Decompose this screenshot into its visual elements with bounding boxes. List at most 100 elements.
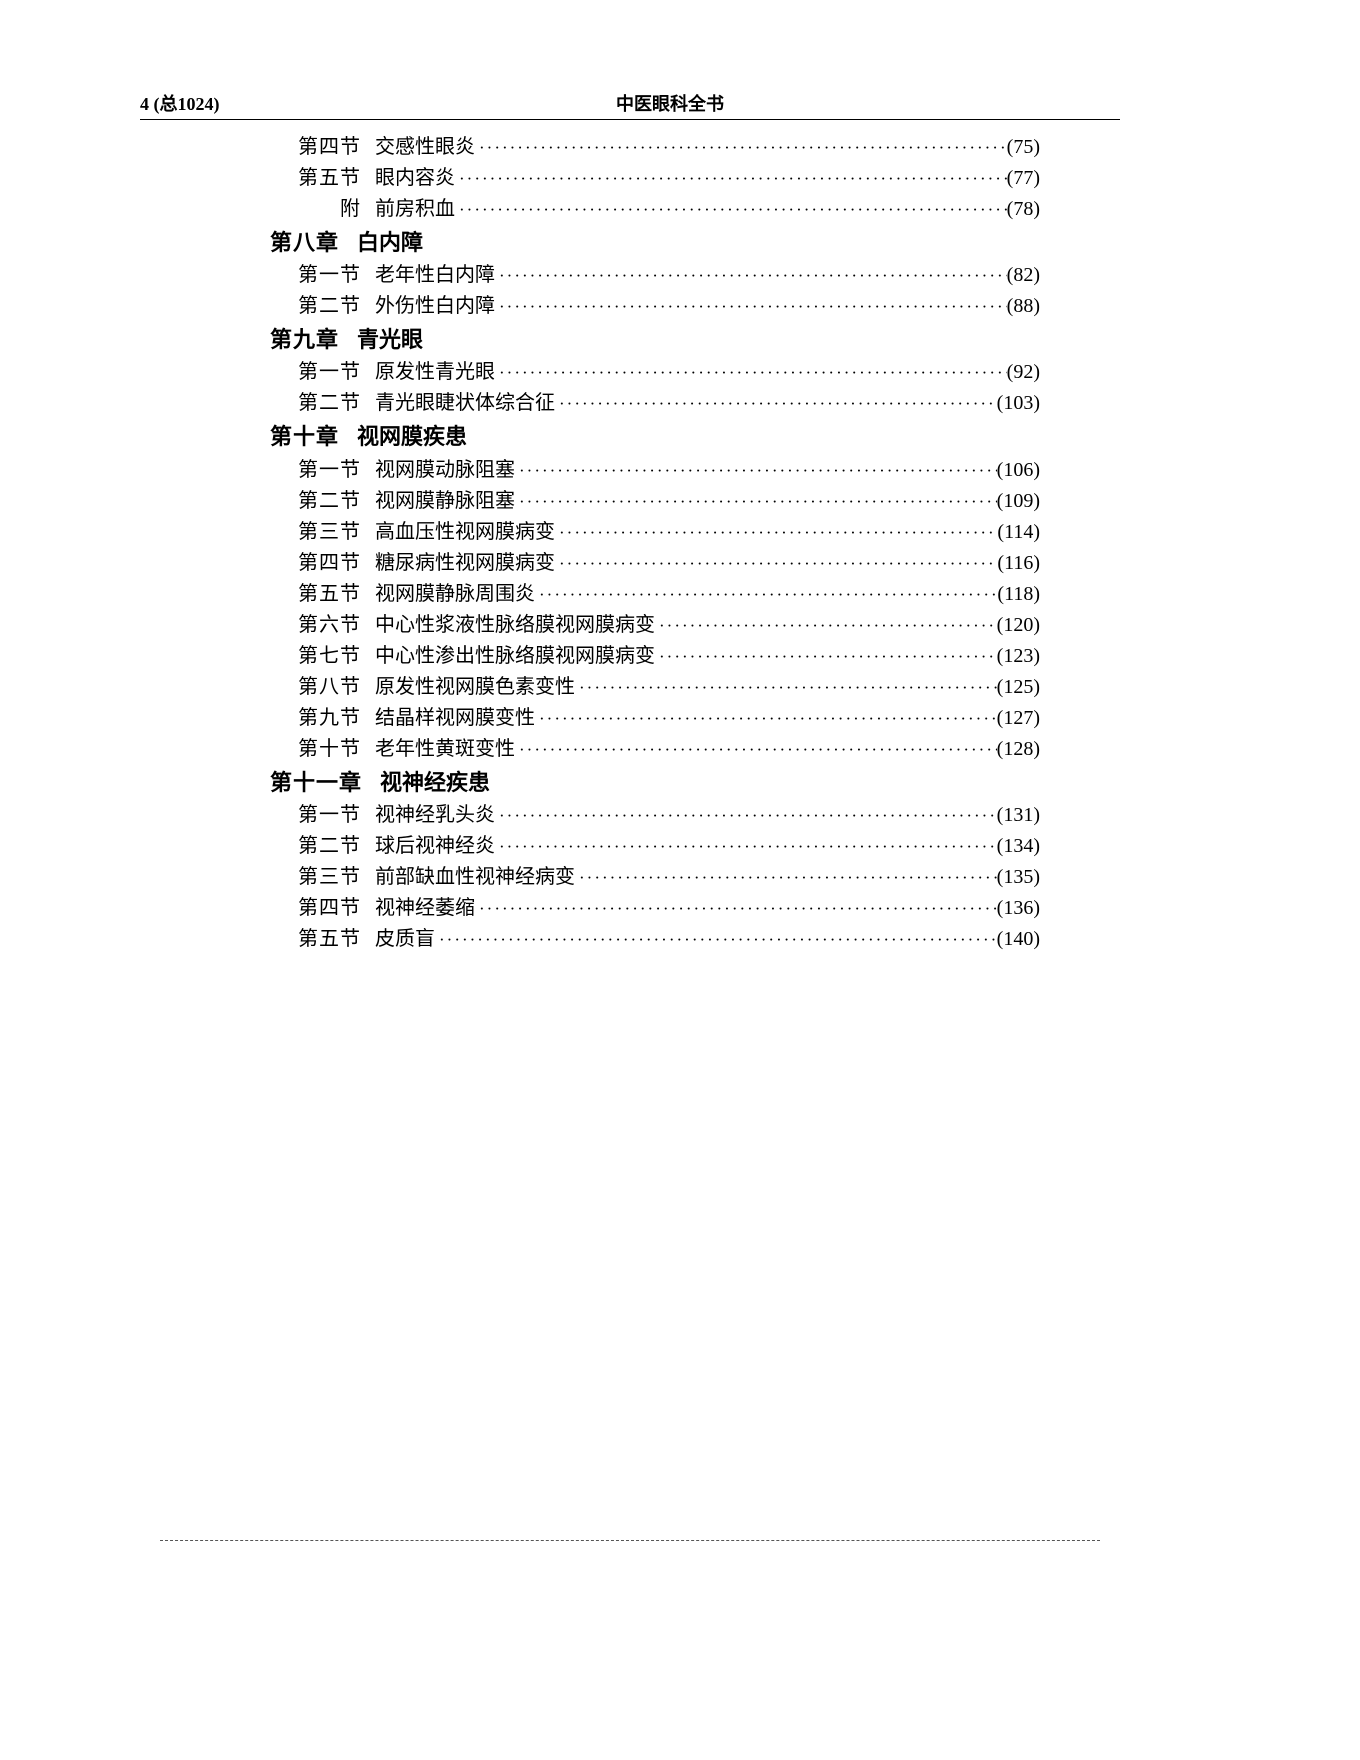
toc-section: 第四节糖尿病性视网膜病变····························… [280, 548, 1040, 579]
toc-section: 第五节皮质盲··································… [280, 924, 1040, 955]
leader-dots: ········································… [555, 520, 997, 546]
toc-chapter: 第十章视网膜疾患 [270, 419, 1040, 454]
page-ref: (75) [1007, 132, 1040, 163]
section-label: 第四节 [280, 548, 375, 579]
toc-section: 第二节球后视神经炎·······························… [280, 831, 1040, 862]
page-ref: (103) [997, 388, 1040, 419]
section-label: 第五节 [280, 579, 375, 610]
table-of-contents: 第四节交感性眼炎································… [280, 132, 1040, 955]
toc-chapter: 第九章青光眼 [270, 322, 1040, 357]
toc-section: 第一节原发性青光眼·······························… [280, 357, 1040, 388]
section-label: 第五节 [280, 163, 375, 194]
page-ref: (82) [1007, 260, 1040, 291]
section-label: 第六节 [280, 610, 375, 641]
page-container: 4 (总1024) 中医眼科全书 第四节交感性眼炎···············… [140, 90, 1120, 955]
toc-chapter: 第八章白内障 [270, 225, 1040, 260]
page-ref: (120) [997, 610, 1040, 641]
section-label: 第一节 [280, 357, 375, 388]
section-title: 球后视神经炎 [375, 831, 495, 862]
chapter-title: 视神经疾患 [380, 765, 490, 800]
bottom-rule [160, 1540, 1100, 1541]
leader-dots: ········································… [535, 706, 997, 732]
toc-section: 第二节青光眼睫状体综合征····························… [280, 388, 1040, 419]
toc-section: 第一节视网膜动脉阻塞······························… [280, 455, 1040, 486]
page-ref: (123) [997, 641, 1040, 672]
toc-chapter: 第十一章视神经疾患 [270, 765, 1040, 800]
section-label: 第二节 [280, 291, 375, 322]
leader-dots: ········································… [575, 675, 997, 701]
toc-section: 第三节前部缺血性视神经病变···························… [280, 862, 1040, 893]
section-title: 结晶样视网膜变性 [375, 703, 535, 734]
section-label: 第三节 [280, 517, 375, 548]
section-label: 第五节 [280, 924, 375, 955]
section-title: 视网膜静脉周围炎 [375, 579, 535, 610]
leader-dots: ········································… [575, 865, 997, 891]
section-label: 第一节 [280, 260, 375, 291]
leader-dots: ········································… [475, 896, 997, 922]
section-title: 皮质盲 [375, 924, 435, 955]
toc-section: 第七节中心性渗出性脉络膜视网膜病变·······················… [280, 641, 1040, 672]
leader-dots: ········································… [555, 551, 997, 577]
toc-section: 第一节老年性白内障·······························… [280, 260, 1040, 291]
leader-dots: ········································… [495, 803, 997, 829]
section-label: 附 [280, 194, 375, 225]
leader-dots: ········································… [515, 458, 997, 484]
section-label: 第二节 [280, 486, 375, 517]
section-label: 第二节 [280, 831, 375, 862]
chapter-label: 第十章 [270, 419, 357, 454]
toc-section: 第八节原发性视网膜色素变性···························… [280, 672, 1040, 703]
toc-section: 第四节交感性眼炎································… [280, 132, 1040, 163]
page-ref: (106) [997, 455, 1040, 486]
page-ref: (131) [997, 800, 1040, 831]
section-title: 外伤性白内障 [375, 291, 495, 322]
leader-dots: ········································… [495, 834, 997, 860]
leader-dots: ········································… [655, 644, 997, 670]
page-ref: (109) [997, 486, 1040, 517]
toc-section: 第六节中心性浆液性脉络膜视网膜病变·······················… [280, 610, 1040, 641]
page-ref: (125) [997, 672, 1040, 703]
chapter-title: 白内障 [357, 225, 423, 260]
section-title: 视网膜静脉阻塞 [375, 486, 515, 517]
toc-section: 第一节视神经乳头炎·······························… [280, 800, 1040, 831]
page-ref: (134) [997, 831, 1040, 862]
section-label: 第二节 [280, 388, 375, 419]
page-ref: (128) [997, 734, 1040, 765]
chapter-label: 第八章 [270, 225, 357, 260]
page-ref: (118) [997, 579, 1040, 610]
section-title: 视神经乳头炎 [375, 800, 495, 831]
toc-section: 第十节老年性黄斑变性······························… [280, 734, 1040, 765]
leader-dots: ········································… [515, 489, 997, 515]
leader-dots: ········································… [555, 391, 997, 417]
leader-dots: ········································… [495, 360, 1007, 386]
section-title: 青光眼睫状体综合征 [375, 388, 555, 419]
leader-dots: ········································… [435, 927, 997, 953]
section-label: 第九节 [280, 703, 375, 734]
chapter-title: 视网膜疾患 [357, 419, 467, 454]
toc-section: 第九节结晶样视网膜变性·····························… [280, 703, 1040, 734]
toc-section: 第五节视网膜静脉周围炎·····························… [280, 579, 1040, 610]
section-label: 第八节 [280, 672, 375, 703]
page-header: 4 (总1024) 中医眼科全书 [140, 90, 1120, 120]
section-title: 原发性青光眼 [375, 357, 495, 388]
leader-dots: ········································… [495, 294, 1007, 320]
toc-section: 第五节眼内容炎·································… [280, 163, 1040, 194]
page-ref: (136) [997, 893, 1040, 924]
leader-dots: ········································… [515, 737, 997, 763]
page-ref: (88) [1007, 291, 1040, 322]
toc-section: 第四节视神经萎缩································… [280, 893, 1040, 924]
chapter-label: 第九章 [270, 322, 357, 357]
section-label: 第一节 [280, 455, 375, 486]
section-label: 第三节 [280, 862, 375, 893]
section-title: 前部缺血性视神经病变 [375, 862, 575, 893]
book-title: 中医眼科全书 [220, 90, 1120, 116]
section-label: 第四节 [280, 893, 375, 924]
section-title: 老年性黄斑变性 [375, 734, 515, 765]
section-title: 原发性视网膜色素变性 [375, 672, 575, 703]
leader-dots: ········································… [535, 582, 997, 608]
toc-section: 第二节外伤性白内障·······························… [280, 291, 1040, 322]
section-label: 第七节 [280, 641, 375, 672]
leader-dots: ········································… [655, 613, 997, 639]
section-title: 前房积血 [375, 194, 455, 225]
section-label: 第十节 [280, 734, 375, 765]
page-ref: (135) [997, 862, 1040, 893]
